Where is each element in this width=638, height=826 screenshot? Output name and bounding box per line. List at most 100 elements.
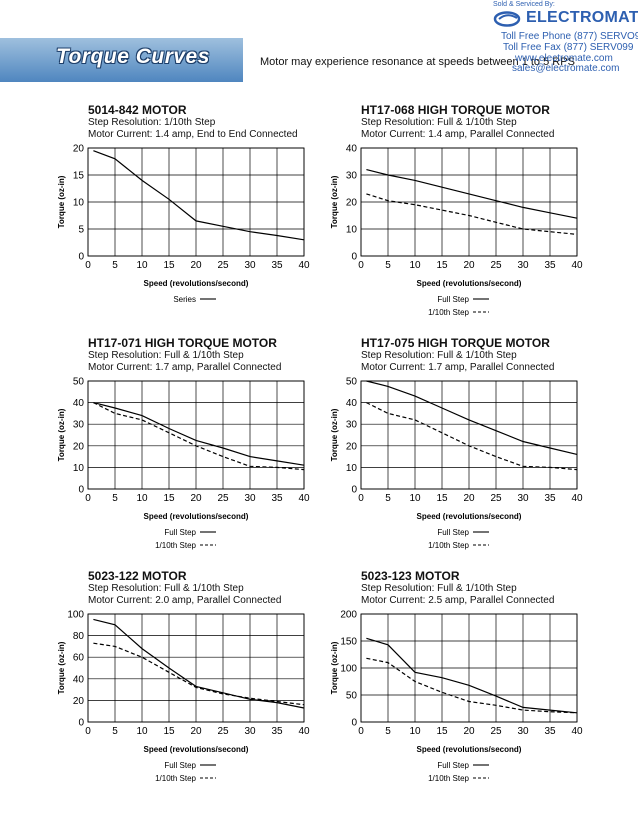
chart-4-y-tick-label: 50 — [346, 377, 358, 388]
chart-1-x-tick-label: 20 — [190, 260, 202, 271]
chart-5-x-tick-label: 5 — [112, 726, 118, 737]
chart-1-title: 5014-842 MOTOR — [88, 103, 187, 117]
chart-6-legend-label: 1/10th Step — [428, 774, 469, 783]
chart-4-y-tick-label: 20 — [346, 441, 358, 452]
title-banner — [0, 38, 243, 82]
chart-2-series-tenth-step-line — [366, 193, 578, 235]
chart-4-x-tick-label: 5 — [385, 493, 391, 504]
chart-1-x-axis-label: Speed (revolutions/second) — [144, 279, 249, 288]
chart-5-x-tick-label: 40 — [298, 726, 310, 737]
chart-4-legend-label: Full Step — [437, 528, 469, 537]
chart-6-x-tick-label: 30 — [517, 726, 529, 737]
chart-1-y-tick-label: 20 — [73, 144, 85, 155]
chart-4-x-tick-label: 40 — [571, 493, 583, 504]
chart-1-y-tick-label: 10 — [73, 198, 85, 209]
chart-5-y-tick-label: 0 — [78, 718, 84, 729]
chart-4-title: HT17-075 HIGH TORQUE MOTOR — [361, 336, 550, 350]
chart-3-x-tick-label: 5 — [112, 493, 118, 504]
chart-4-x-tick-label: 0 — [358, 493, 364, 504]
chart-3-y-tick-label: 30 — [73, 420, 85, 431]
chart-5-subtitle-1: Step Resolution: Full & 1/10th Step — [88, 583, 244, 594]
chart-2-x-tick-label: 5 — [385, 260, 391, 271]
chart-6-y-tick-label: 100 — [340, 664, 357, 675]
chart-1-x-tick-label: 0 — [85, 260, 91, 271]
chart-4-y-tick-label: 40 — [346, 398, 358, 409]
chart-6-subtitle-1: Step Resolution: Full & 1/10th Step — [361, 583, 517, 594]
toll-free-phone: Toll Free Phone (877) SERVO98 — [501, 31, 638, 42]
chart-3-x-tick-label: 35 — [271, 493, 283, 504]
website-link[interactable]: www.electromate.com — [515, 53, 613, 64]
brand-name: ELECTROMATE — [526, 9, 638, 26]
chart-1-x-tick-label: 35 — [271, 260, 283, 271]
chart-3-plot-frame — [87, 380, 305, 490]
chart-5-x-tick-label: 15 — [163, 726, 175, 737]
chart-2-x-tick-label: 35 — [544, 260, 556, 271]
sold-by-label: Sold & Serviced By: — [493, 1, 555, 8]
chart-5-x-tick-label: 20 — [190, 726, 202, 737]
chart-3-y-tick-label: 20 — [73, 441, 85, 452]
chart-4-x-tick-label: 10 — [409, 493, 421, 504]
chart-4-x-tick-label: 30 — [517, 493, 529, 504]
chart-1-x-tick-label: 15 — [163, 260, 175, 271]
chart-4-series-tenth-step-line — [366, 402, 578, 471]
chart-1-x-tick-label: 5 — [112, 260, 118, 271]
chart-5-subtitle-2: Motor Current: 2.0 amp, Parallel Connect… — [88, 595, 282, 606]
chart-2-x-tick-label: 15 — [436, 260, 448, 271]
chart-3-legend-label: Full Step — [164, 528, 196, 537]
chart-6-series-full-step-line — [366, 637, 578, 714]
chart-5-legend-label: Full Step — [164, 761, 196, 770]
chart-4-x-axis-label: Speed (revolutions/second) — [417, 512, 522, 521]
chart-2-y-tick-label: 0 — [351, 252, 357, 263]
resonance-note: Motor may experience resonance at speeds… — [260, 56, 575, 68]
chart-3-series-tenth-step-line — [93, 402, 305, 471]
chart-3-x-tick-label: 30 — [244, 493, 256, 504]
chart-1-subtitle-2: Motor Current: 1.4 amp, End to End Conne… — [88, 129, 298, 140]
chart-3-y-tick-label: 0 — [78, 485, 84, 496]
chart-4-x-tick-label: 20 — [463, 493, 475, 504]
chart-2-y-tick-label: 30 — [346, 171, 358, 182]
chart-2-y-tick-label: 40 — [346, 144, 358, 155]
chart-6-x-tick-label: 10 — [409, 726, 421, 737]
chart-4-subtitle-2: Motor Current: 1.7 amp, Parallel Connect… — [361, 362, 555, 373]
chart-3-x-tick-label: 10 — [136, 493, 148, 504]
chart-2-x-axis-label: Speed (revolutions/second) — [417, 279, 522, 288]
chart-2-x-tick-label: 40 — [571, 260, 583, 271]
chart-5-y-tick-label: 100 — [67, 610, 84, 621]
chart-4-y-axis-label: Torque (oz-in) — [330, 408, 339, 461]
chart-5-y-axis-label: Torque (oz-in) — [57, 641, 66, 694]
chart-6-y-tick-label: 50 — [346, 691, 358, 702]
chart-2-legend-label: Full Step — [437, 295, 469, 304]
chart-3-x-axis-label: Speed (revolutions/second) — [144, 512, 249, 521]
email-link[interactable]: sales@electromate.com — [512, 63, 620, 74]
chart-6-series-tenth-step-line — [366, 657, 578, 714]
chart-4-series-full-step-line — [366, 380, 578, 455]
chart-2-subtitle-2: Motor Current: 1.4 amp, Parallel Connect… — [361, 129, 555, 140]
chart-2-x-tick-label: 25 — [490, 260, 502, 271]
chart-3-subtitle-2: Motor Current: 1.7 amp, Parallel Connect… — [88, 362, 282, 373]
chart-3-x-tick-label: 20 — [190, 493, 202, 504]
chart-5-x-tick-label: 30 — [244, 726, 256, 737]
chart-5-x-tick-label: 35 — [271, 726, 283, 737]
chart-2-y-tick-label: 20 — [346, 198, 358, 209]
chart-2-x-tick-label: 30 — [517, 260, 529, 271]
chart-4-legend-label: 1/10th Step — [428, 541, 469, 550]
chart-4-x-tick-label: 15 — [436, 493, 448, 504]
chart-5-series-tenth-step-line — [93, 642, 305, 706]
chart-3-y-tick-label: 40 — [73, 398, 85, 409]
chart-1-series-full-step-line — [93, 150, 305, 241]
chart-1-legend-label: Series — [173, 295, 196, 304]
chart-6-y-axis-label: Torque (oz-in) — [330, 641, 339, 694]
chart-3-x-tick-label: 0 — [85, 493, 91, 504]
chart-6-y-tick-label: 200 — [340, 610, 357, 621]
chart-2-plot-frame — [360, 147, 578, 257]
chart-4-subtitle-1: Step Resolution: Full & 1/10th Step — [361, 350, 517, 361]
chart-5-y-tick-label: 60 — [73, 653, 85, 664]
chart-5-y-tick-label: 40 — [73, 674, 85, 685]
chart-4-y-tick-label: 30 — [346, 420, 358, 431]
chart-2-y-axis-label: Torque (oz-in) — [330, 175, 339, 228]
chart-3-title: HT17-071 HIGH TORQUE MOTOR — [88, 336, 277, 350]
chart-4-plot-frame — [360, 380, 578, 490]
chart-3-y-tick-label: 10 — [73, 463, 85, 474]
chart-6-x-tick-label: 35 — [544, 726, 556, 737]
chart-6-x-axis-label: Speed (revolutions/second) — [417, 745, 522, 754]
